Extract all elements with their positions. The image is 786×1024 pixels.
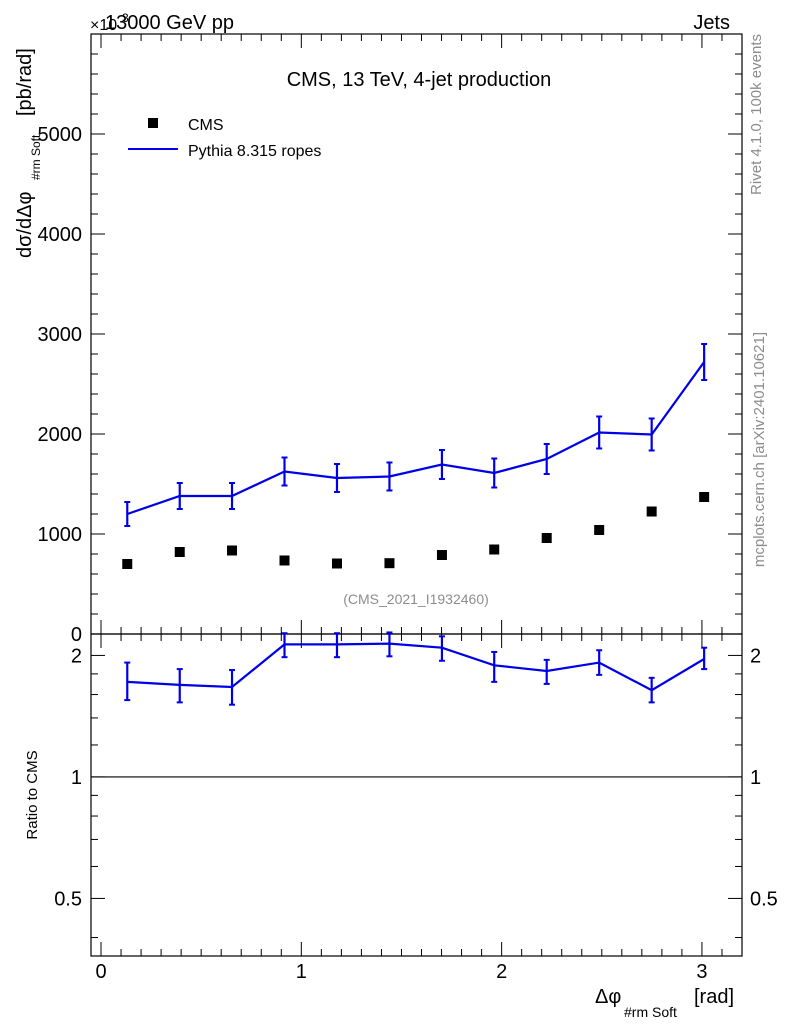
main-x-ticks xyxy=(100,34,723,634)
ratio-tick-label-right: 0.5 xyxy=(750,888,778,910)
cms-data-point xyxy=(227,545,238,556)
y-label-main: dσ/dΔφ xyxy=(14,191,36,258)
y-tick-label: 3000 xyxy=(38,324,83,346)
cms-data-point xyxy=(541,533,552,543)
y-tick-label: 0 xyxy=(71,624,82,646)
x-axis-label: Δφ #rm Soft [rad] xyxy=(595,986,734,1020)
y-tick-label: 4000 xyxy=(38,224,83,246)
cms-data-point xyxy=(594,525,605,535)
legend-cms-marker xyxy=(148,118,158,128)
y-tick-label: 1000 xyxy=(38,524,83,546)
beam-label: 13000 GeV pp xyxy=(105,12,234,34)
cms-data-point xyxy=(384,558,395,569)
y-tick-label: 5000 xyxy=(38,124,83,146)
exponent-prefix: ×10 xyxy=(90,17,117,34)
x-tick-label: 3 xyxy=(696,961,707,983)
ratio-tick-label-left: 2 xyxy=(71,645,82,667)
rivet-label: Rivet 4.1.0, 100k events xyxy=(748,34,765,195)
ratio-y-axis-label: Ratio to CMS xyxy=(24,750,41,839)
ratio-panel: 0.5 0.5 1 1 2 2 0 1 2 3 Ratio to CMS Δφ #rm Soft… xyxy=(24,631,778,1020)
cms-data-point xyxy=(646,506,657,517)
x-label-sub: #rm Soft xyxy=(624,1004,677,1020)
mc-line xyxy=(126,361,705,516)
mcplots-label: mcplots.cern.ch [arXiv:2401.10621] xyxy=(751,332,768,567)
chart-title: CMS, 13 TeV, 4-jet production xyxy=(287,69,552,91)
cms-data-point xyxy=(436,550,447,560)
cms-data-point xyxy=(122,559,133,569)
x-tick-label: 0 xyxy=(95,961,106,983)
main-y-axis-label: dσ/dΔφ #rm Soft [pb/rad] xyxy=(14,48,43,258)
legend-cms-label: CMS xyxy=(188,117,224,134)
ratio-tick-label-left: 0.5 xyxy=(54,888,82,910)
ratio-line xyxy=(127,642,705,692)
y-label-unit: [pb/rad] xyxy=(14,48,36,116)
ratio-x-ticks: 0 1 2 3 xyxy=(95,634,723,983)
x-label-unit: [rad] xyxy=(694,986,734,1008)
exponent: 3 xyxy=(122,11,129,25)
cms-data-point xyxy=(699,492,710,502)
ratio-data xyxy=(91,631,742,778)
cms-data-point xyxy=(489,544,500,555)
cms-data-point xyxy=(331,558,342,569)
x-tick-label: 1 xyxy=(296,961,307,983)
main-panel: 0 1000 2000 3000 4000 5000 CMS, 13 TeV, 4-jet… xyxy=(14,33,743,646)
cms-data-point xyxy=(174,547,185,557)
ratio-y-ticks: 0.5 0.5 1 1 2 2 xyxy=(54,645,778,939)
ratio-frame xyxy=(90,633,743,957)
cms-data-point xyxy=(279,555,290,566)
category-label: Jets xyxy=(693,12,730,34)
y-tick-label: 2000 xyxy=(38,424,83,446)
watermark: (CMS_2021_I1932460) xyxy=(343,591,489,607)
legend-mc-label: Pythia 8.315 ropes xyxy=(188,143,321,160)
y-label-sub: #rm Soft xyxy=(29,134,43,180)
x-label-main: Δφ xyxy=(595,986,621,1008)
main-y-ticks: 0 1000 2000 3000 4000 5000 xyxy=(38,53,742,646)
main-data xyxy=(122,343,710,569)
ratio-tick-label-left: 1 xyxy=(71,767,82,789)
ratio-tick-label-right: 1 xyxy=(750,767,761,789)
x-tick-label: 2 xyxy=(496,961,507,983)
ratio-tick-label-right: 2 xyxy=(750,645,761,667)
